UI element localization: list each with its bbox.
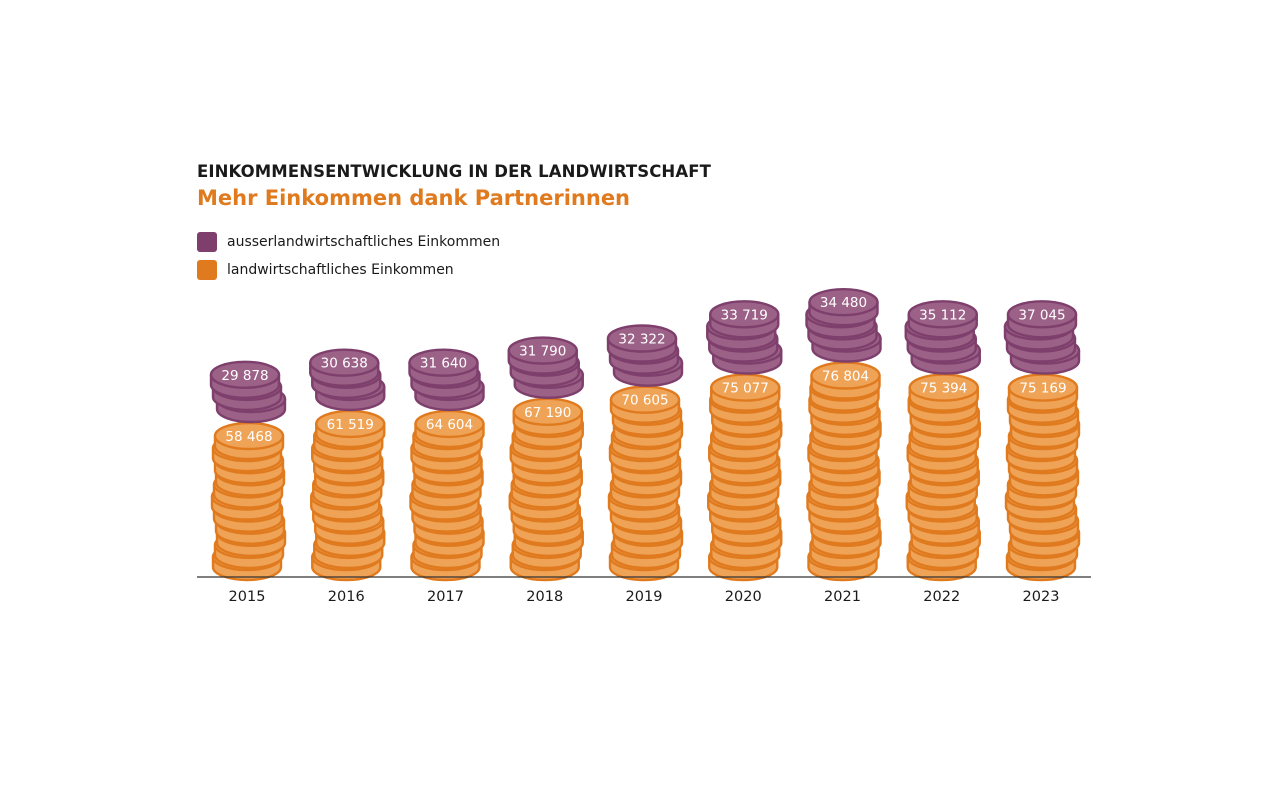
coin-stack-ausserlandwirtschaftlich-2015 [209,360,287,424]
data-label-ausserlandwirtschaftlich-2021: 34 480 [820,295,867,311]
coin [507,336,578,375]
coin-stack-landwirtschaftlich-2017 [409,409,485,582]
x-tick-label-2019: 2019 [626,589,663,605]
data-label-landwirtschaftlich-2020: 75 077 [722,381,769,397]
coin [609,385,681,424]
data-label-ausserlandwirtschaftlich-2016: 30 638 [321,356,368,372]
x-tick-label-2016: 2016 [328,589,365,605]
legend-label-landwirtschaftlich: landwirtschaftliches Einkommen [227,262,454,278]
coin-stack-landwirtschaftlich-2020 [707,373,783,582]
coin-stack-landwirtschaftlich-2019 [607,385,684,582]
data-label-ausserlandwirtschaftlich-2022: 35 112 [919,307,966,323]
data-label-ausserlandwirtschaftlich-2015: 29 878 [221,368,268,384]
coin-stack-ausserlandwirtschaftlich-2023 [1003,300,1081,375]
coin [1006,300,1078,339]
legend-item-ausserlandwirtschaftlich: ausserlandwirtschaftliches Einkommen [197,232,500,252]
x-tick-label-2020: 2020 [725,589,762,605]
data-label-landwirtschaftlich-2023: 75 169 [1019,381,1066,397]
coin-stack-landwirtschaftlich-2022 [905,373,981,582]
x-tick-label-2018: 2018 [526,589,563,605]
data-label-landwirtschaftlich-2015: 58 468 [225,429,272,445]
legend-item-landwirtschaftlich: landwirtschaftliches Einkommen [197,260,500,280]
legend-swatch-purple [197,232,217,252]
coin [710,373,781,412]
x-tick-label-2023: 2023 [1023,589,1060,605]
coin-stack-ausserlandwirtschaftlich-2016 [309,348,386,412]
coin [1007,373,1079,412]
coin-stack-landwirtschaftlich-2021 [806,361,882,582]
coin [309,348,380,387]
coin-stack-ausserlandwirtschaftlich-2017 [408,348,485,412]
coin-stack-landwirtschaftlich-2016 [310,409,386,582]
coin-stack-landwirtschaftlich-2015 [210,421,287,582]
coin [810,361,881,400]
coin [709,300,780,339]
data-label-ausserlandwirtschaftlich-2019: 32 322 [618,332,665,348]
coin [408,348,479,387]
data-label-ausserlandwirtschaftlich-2017: 31 640 [420,356,467,372]
coin-stack-landwirtschaftlich-2023 [1004,373,1081,582]
chart-subtitle: Mehr Einkommen dank Partnerinnen [197,186,631,210]
data-label-landwirtschaftlich-2016: 61 519 [327,417,374,433]
coin [315,409,386,449]
coin-stack-ausserlandwirtschaftlich-2020 [706,300,783,375]
legend: ausserlandwirtschaftliches Einkommen lan… [197,232,500,288]
x-tick-label-2021: 2021 [824,589,861,605]
data-label-ausserlandwirtschaftlich-2020: 33 719 [721,307,768,323]
chart-title: EINKOMMENSENTWICKLUNG IN DER LANDWIRTSCH… [197,162,711,181]
legend-swatch-orange [197,260,217,280]
coin [209,360,281,399]
data-label-landwirtschaftlich-2018: 67 190 [524,405,571,421]
coin [808,288,879,327]
coin-stack-landwirtschaftlich-2018 [508,397,584,582]
x-tick-label-2022: 2022 [923,589,960,605]
x-tick-label-2017: 2017 [427,589,464,605]
coin-stack-ausserlandwirtschaftlich-2018 [507,336,584,399]
data-label-landwirtschaftlich-2019: 70 605 [621,393,668,409]
data-label-ausserlandwirtschaftlich-2023: 37 045 [1018,307,1065,323]
coin [213,421,285,461]
coin-stack-ausserlandwirtschaftlich-2019 [606,324,684,387]
legend-label-ausserlandwirtschaftlich: ausserlandwirtschaftliches Einkommen [227,234,501,250]
data-label-landwirtschaftlich-2017: 64 604 [426,417,473,433]
coin [512,397,583,436]
coin [907,300,978,339]
coin-stack-ausserlandwirtschaftlich-2022 [904,300,981,375]
coin [414,409,485,449]
x-tick-label-2015: 2015 [229,589,266,605]
data-label-landwirtschaftlich-2022: 75 394 [920,381,967,397]
coin [606,324,678,363]
data-label-landwirtschaftlich-2021: 76 804 [822,369,869,385]
coin-stack-ausserlandwirtschaftlich-2021 [805,288,882,363]
data-label-ausserlandwirtschaftlich-2018: 31 790 [519,344,566,360]
